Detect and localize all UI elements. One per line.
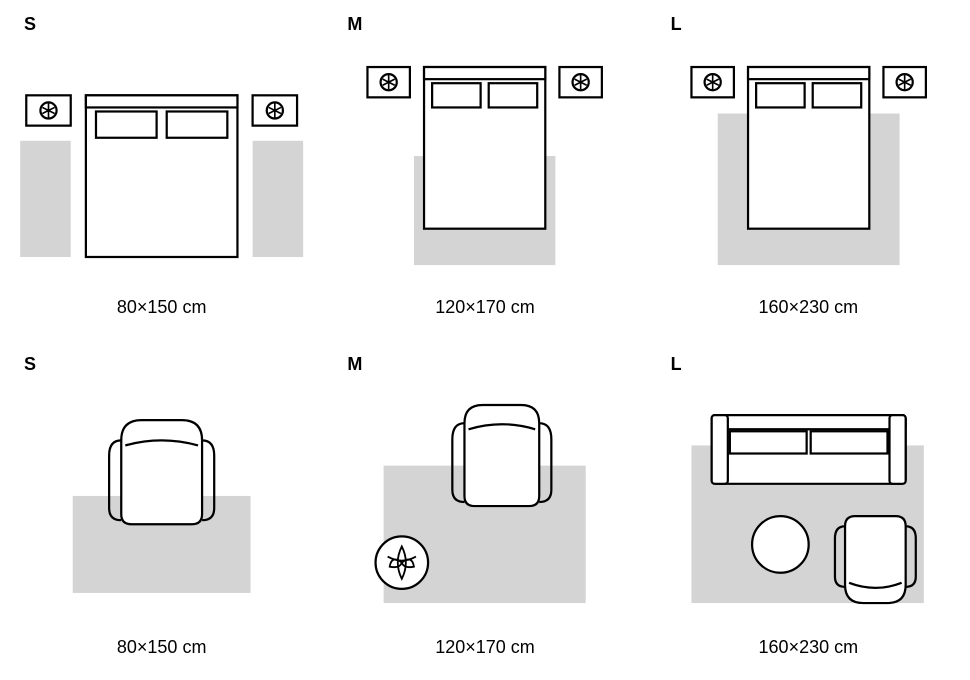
size-letter: S	[24, 354, 36, 375]
cell-living-l: L	[647, 340, 970, 680]
cell-bedroom-s: S	[0, 0, 323, 340]
size-caption: 80×150 cm	[0, 637, 323, 658]
diagram-bedroom-l	[647, 42, 970, 280]
size-letter: L	[671, 354, 682, 375]
diagram-living-l	[647, 382, 970, 620]
diagram-bedroom-s	[0, 42, 323, 280]
cell-bedroom-m: M	[323, 0, 646, 340]
size-letter: S	[24, 14, 36, 35]
size-caption: 80×150 cm	[0, 297, 323, 318]
size-letter: M	[347, 14, 362, 35]
rug-size-guide-grid: S	[0, 0, 970, 680]
diagram-living-m	[323, 382, 646, 620]
cell-living-m: M 120×170 cm	[323, 340, 646, 680]
diagram-bedroom-m	[323, 42, 646, 280]
size-caption: 120×170 cm	[323, 637, 646, 658]
cell-living-s: S 80×150 cm	[0, 340, 323, 680]
size-caption: 160×230 cm	[647, 637, 970, 658]
cell-bedroom-l: L	[647, 0, 970, 340]
size-letter: L	[671, 14, 682, 35]
size-caption: 160×230 cm	[647, 297, 970, 318]
diagram-living-s	[0, 382, 323, 620]
size-caption: 120×170 cm	[323, 297, 646, 318]
size-letter: M	[347, 354, 362, 375]
